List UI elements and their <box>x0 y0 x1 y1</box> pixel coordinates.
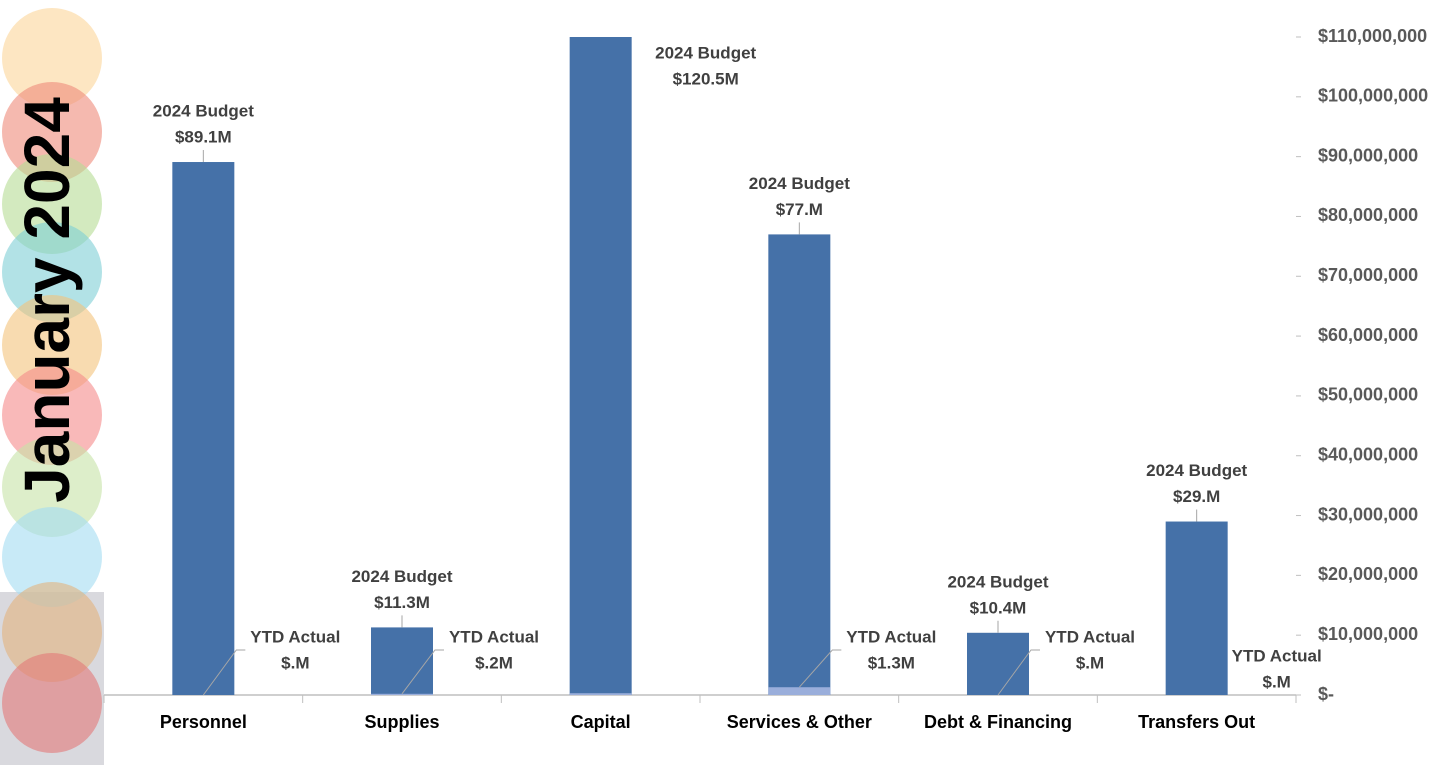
leader-line <box>798 649 842 688</box>
bar <box>967 632 1029 695</box>
x-tick-label: Services & Other <box>727 712 872 732</box>
y-tick-label: $60,000,000 <box>1318 325 1418 345</box>
y-tick-label: $90,000,000 <box>1318 145 1418 165</box>
chart-title: January 2024 <box>11 97 83 503</box>
data-label: $89.1M <box>175 128 232 147</box>
leader-line <box>401 649 444 695</box>
data-label-series: 2024 Budget <box>749 174 850 193</box>
x-tick-label: Transfers Out <box>1138 712 1255 732</box>
y-tick-label: $- <box>1318 684 1334 704</box>
y-tick-label: $50,000,000 <box>1318 385 1418 405</box>
data-label-series: YTD Actual <box>1045 627 1135 646</box>
data-label-series: 2024 Budget <box>655 43 756 62</box>
x-tick-label: Capital <box>571 712 631 732</box>
y-tick-label: $40,000,000 <box>1318 444 1418 464</box>
bar <box>569 37 632 695</box>
data-label: $29.M <box>1173 487 1220 506</box>
data-label: $120.5M <box>673 69 739 88</box>
bar <box>172 162 235 695</box>
data-label: $.2M <box>475 653 513 672</box>
x-tick-label: Debt & Financing <box>924 712 1072 732</box>
data-label-series: YTD Actual <box>846 627 936 646</box>
data-label-series: YTD Actual <box>250 627 340 646</box>
bar <box>569 693 632 695</box>
data-label: $.M <box>1262 672 1290 691</box>
bar <box>371 627 433 695</box>
data-label-series: 2024 Budget <box>153 102 254 121</box>
bar <box>1165 521 1228 695</box>
bar <box>371 693 433 695</box>
leader-line <box>997 649 1040 696</box>
y-tick-label: $30,000,000 <box>1318 504 1418 524</box>
data-label: $10.4M <box>970 598 1027 617</box>
data-label: $.M <box>281 653 309 672</box>
y-tick-label: $110,000,000 <box>1318 26 1427 46</box>
x-tick-label: Supplies <box>364 712 439 732</box>
bar <box>768 687 831 695</box>
data-label-series: YTD Actual <box>449 627 539 646</box>
data-label-series: 2024 Budget <box>947 572 1048 591</box>
data-label: $77.M <box>776 200 823 219</box>
data-label-series: 2024 Budget <box>1146 461 1247 480</box>
y-tick-label: $70,000,000 <box>1318 265 1418 285</box>
data-label-series: YTD Actual <box>1232 646 1322 665</box>
leader-line <box>202 649 246 696</box>
y-tick-label: $10,000,000 <box>1318 624 1418 644</box>
plot-area <box>172 37 1228 695</box>
y-tick-label: $100,000,000 <box>1318 86 1428 106</box>
data-label: $11.3M <box>374 593 430 612</box>
bar <box>768 234 831 695</box>
decoration <box>0 8 104 765</box>
data-label: $1.3M <box>868 653 915 672</box>
x-tick-label: Personnel <box>160 712 247 732</box>
data-label: $.M <box>1076 653 1104 672</box>
y-tick-label: $20,000,000 <box>1318 564 1418 584</box>
data-label-series: 2024 Budget <box>351 567 452 586</box>
y-tick-label: $80,000,000 <box>1318 205 1418 225</box>
